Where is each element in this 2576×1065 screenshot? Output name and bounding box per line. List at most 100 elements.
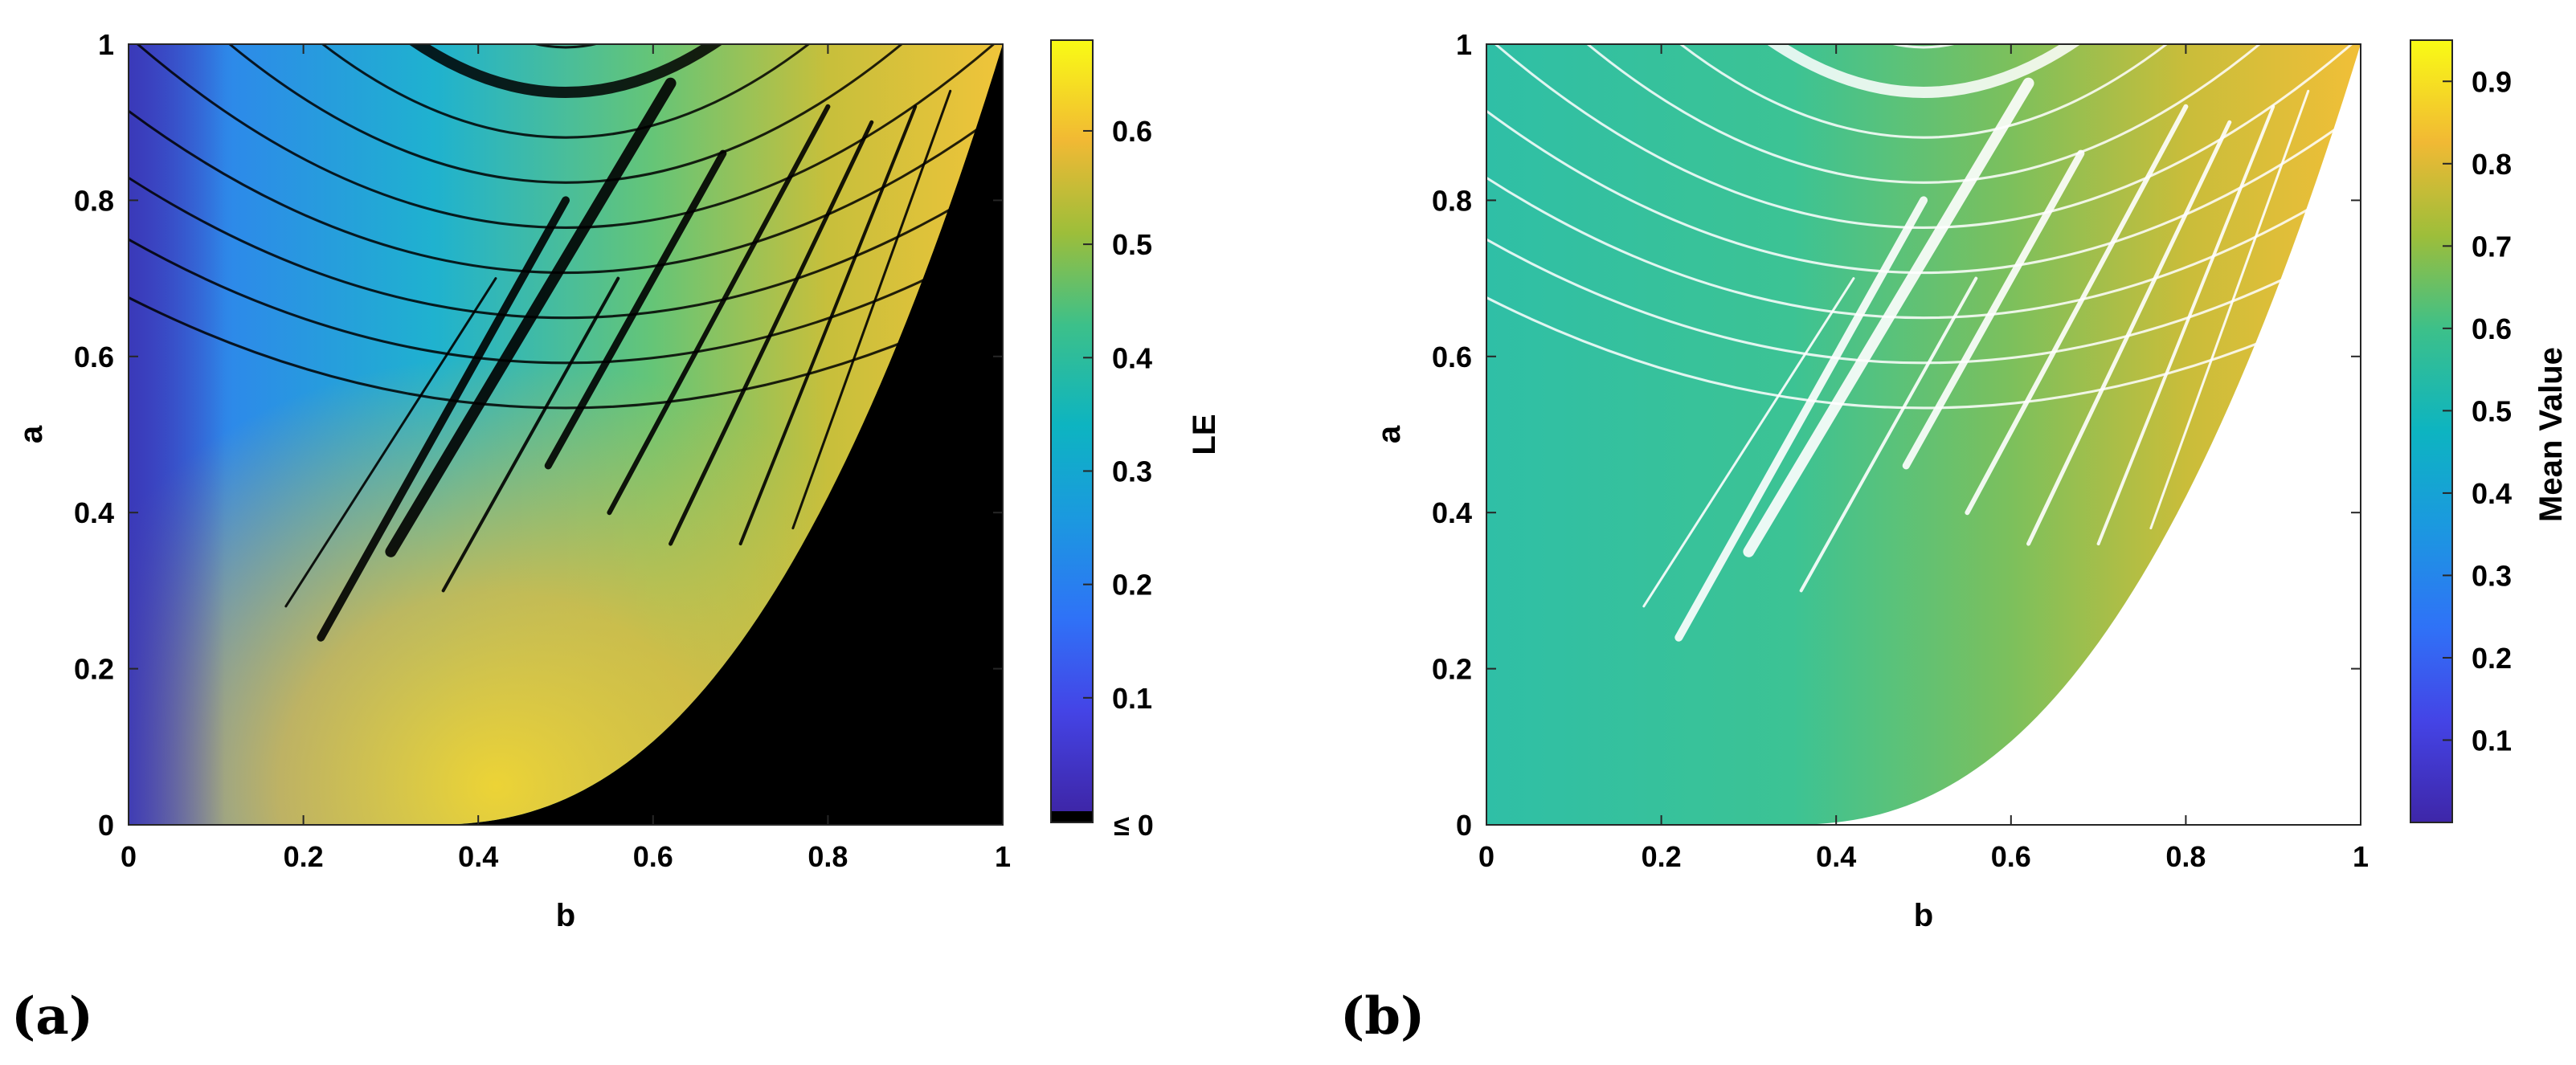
y-tick-label: 0.4 bbox=[74, 496, 114, 529]
colorbar-b bbox=[2410, 40, 2452, 822]
periodic-arc bbox=[321, 44, 811, 139]
plot-b-xlabel: b bbox=[1914, 898, 1933, 933]
periodic-tongue bbox=[1674, 196, 1928, 642]
periodic-tongue bbox=[2149, 89, 2310, 530]
periodic-arc bbox=[1486, 238, 2361, 365]
periodic-tongue bbox=[669, 120, 874, 546]
periodic-arc bbox=[531, 44, 600, 49]
periodic-arc bbox=[227, 44, 904, 184]
colorbar-a-label: LE bbox=[1187, 414, 1222, 455]
panel-label-a: (a) bbox=[11, 986, 94, 1047]
plot-b-axes: 0 0.2 0.4 0.6 0.8 1 0 0.2 0.4 0.6 0.8 1 bbox=[1432, 28, 2369, 873]
periodic-arc bbox=[129, 109, 1003, 274]
periodic-arc bbox=[1494, 44, 2353, 229]
periodic-tongue bbox=[1642, 277, 1855, 608]
colorbar-b-label: Mean Value bbox=[2533, 347, 2569, 522]
colorbar-tick-label: 0.1 bbox=[1112, 682, 1152, 715]
x-tick-label: 0.8 bbox=[808, 840, 848, 873]
periodic-tongue bbox=[1743, 77, 2034, 557]
colorbar-tick-label: 0.2 bbox=[1112, 569, 1152, 602]
plot-a-ylabel: a bbox=[14, 425, 49, 443]
colorbar-tick-label: 0.7 bbox=[2472, 230, 2512, 263]
colorbar-a-ticks: 0.1 0.2 0.3 0.4 0.5 0.6 bbox=[1083, 115, 1152, 715]
x-tick-label: 1 bbox=[2353, 840, 2369, 873]
periodic-tongue bbox=[1902, 149, 2085, 470]
y-tick-label: 0 bbox=[1456, 809, 1472, 842]
x-tick-label: 0.4 bbox=[1816, 840, 1856, 873]
colorbar-tick-label: 0.6 bbox=[1112, 115, 1152, 148]
x-tick-label: 0.8 bbox=[2165, 840, 2206, 873]
y-tick-label: 1 bbox=[98, 28, 114, 61]
periodic-arc bbox=[1585, 44, 2262, 184]
periodic-arc bbox=[1486, 109, 2361, 274]
heatmap-b-periodic-windows bbox=[1486, 44, 2361, 642]
periodic-tongue bbox=[791, 89, 952, 530]
y-tick-label: 0.2 bbox=[74, 653, 114, 686]
x-tick-label: 0 bbox=[121, 840, 137, 873]
heatmap-a-periodic-windows bbox=[129, 44, 1003, 642]
colorbar-tick-label: 0.9 bbox=[2472, 65, 2512, 98]
periodic-tongue bbox=[1799, 276, 1978, 593]
y-tick-label: 0.2 bbox=[1432, 653, 1472, 686]
periodic-arc bbox=[1678, 44, 2169, 139]
colorbar-a-frame bbox=[1050, 39, 1094, 823]
periodic-arc bbox=[129, 238, 1003, 365]
periodic-tongue bbox=[317, 196, 570, 642]
panel-a: 0 0.2 0.4 0.6 0.8 100.20.40.60.81 b a 0.10.20… bbox=[14, 28, 1222, 933]
plot-a-frame bbox=[128, 43, 1004, 826]
periodic-arc bbox=[129, 296, 1003, 410]
y-tick-label: 1 bbox=[1456, 28, 1472, 61]
y-tick-label: 0.6 bbox=[1432, 341, 1472, 373]
colorbar-tick-label: 0.4 bbox=[2472, 477, 2512, 510]
x-tick-label: 0 bbox=[1478, 840, 1494, 873]
colorbar-tick-label: 0.5 bbox=[1112, 228, 1152, 261]
periodic-tongue bbox=[284, 277, 497, 608]
x-tick-label: 1 bbox=[995, 840, 1011, 873]
periodic-tongue bbox=[1965, 104, 2189, 516]
x-tick-label: 0.6 bbox=[1991, 840, 2031, 873]
x-tick-label: 0.4 bbox=[458, 840, 498, 873]
periodic-arc bbox=[129, 176, 1003, 320]
periodic-tongue bbox=[2026, 120, 2232, 546]
y-tick-label: 0.8 bbox=[74, 184, 114, 217]
y-tick-label: 0.6 bbox=[74, 341, 114, 373]
colorbar-tick-label: 0.3 bbox=[1112, 455, 1152, 488]
x-tick-label: 0.2 bbox=[284, 840, 324, 873]
periodic-arc bbox=[1486, 176, 2361, 320]
periodic-arc bbox=[1486, 296, 2361, 410]
colorbar-tick-label: 0.6 bbox=[2472, 312, 2512, 345]
y-tick-label: 0.4 bbox=[1432, 496, 1472, 529]
x-tick-label: 0.2 bbox=[1642, 840, 1682, 873]
periodic-tongue bbox=[544, 149, 727, 470]
plot-b-frame bbox=[1486, 43, 2361, 826]
periodic-arc bbox=[136, 44, 996, 229]
colorbar-tick-label: 0.8 bbox=[2472, 148, 2512, 181]
plot-a-xlabel: b bbox=[556, 898, 575, 933]
colorbar-a bbox=[1051, 40, 1093, 811]
periodic-arc bbox=[408, 44, 723, 98]
colorbar-tick-label: 0.5 bbox=[2472, 394, 2512, 427]
colorbar-b-ticks: 0.1 0.2 0.3 0.4 0.5 0.6 0.7 0.8 0.9 bbox=[2443, 65, 2512, 757]
y-tick-label: 0 bbox=[98, 809, 114, 842]
periodic-arc bbox=[1889, 44, 1958, 49]
periodic-arc bbox=[1766, 44, 2081, 98]
heatmap-a-left-dark bbox=[129, 44, 225, 825]
periodic-tongue bbox=[607, 104, 831, 516]
x-tick-label: 0.6 bbox=[633, 840, 673, 873]
y-tick-label: 0.8 bbox=[1432, 184, 1472, 217]
periodic-tongue bbox=[441, 276, 620, 593]
colorbar-a-min-swatch bbox=[1051, 811, 1093, 822]
periodic-tongue bbox=[738, 104, 918, 546]
colorbar-a-min-label: ≤ 0 bbox=[1114, 809, 1154, 842]
colorbar-tick-label: 0.3 bbox=[2472, 559, 2512, 592]
colorbar-tick-label: 0.2 bbox=[2472, 642, 2512, 675]
periodic-tongue bbox=[2096, 104, 2275, 546]
colorbar-b-frame bbox=[2410, 39, 2453, 823]
panel-b: 0 0.2 0.4 0.6 0.8 100.20.40.60.81 b a 0.10.20… bbox=[1372, 28, 2569, 933]
plot-b-ylabel: a bbox=[1372, 425, 1407, 443]
colorbar-tick-label: 0.1 bbox=[2472, 724, 2512, 757]
periodic-tongue bbox=[385, 77, 677, 557]
colorbar-tick-label: 0.4 bbox=[1112, 341, 1152, 374]
panel-label-b: (b) bbox=[1340, 986, 1425, 1047]
